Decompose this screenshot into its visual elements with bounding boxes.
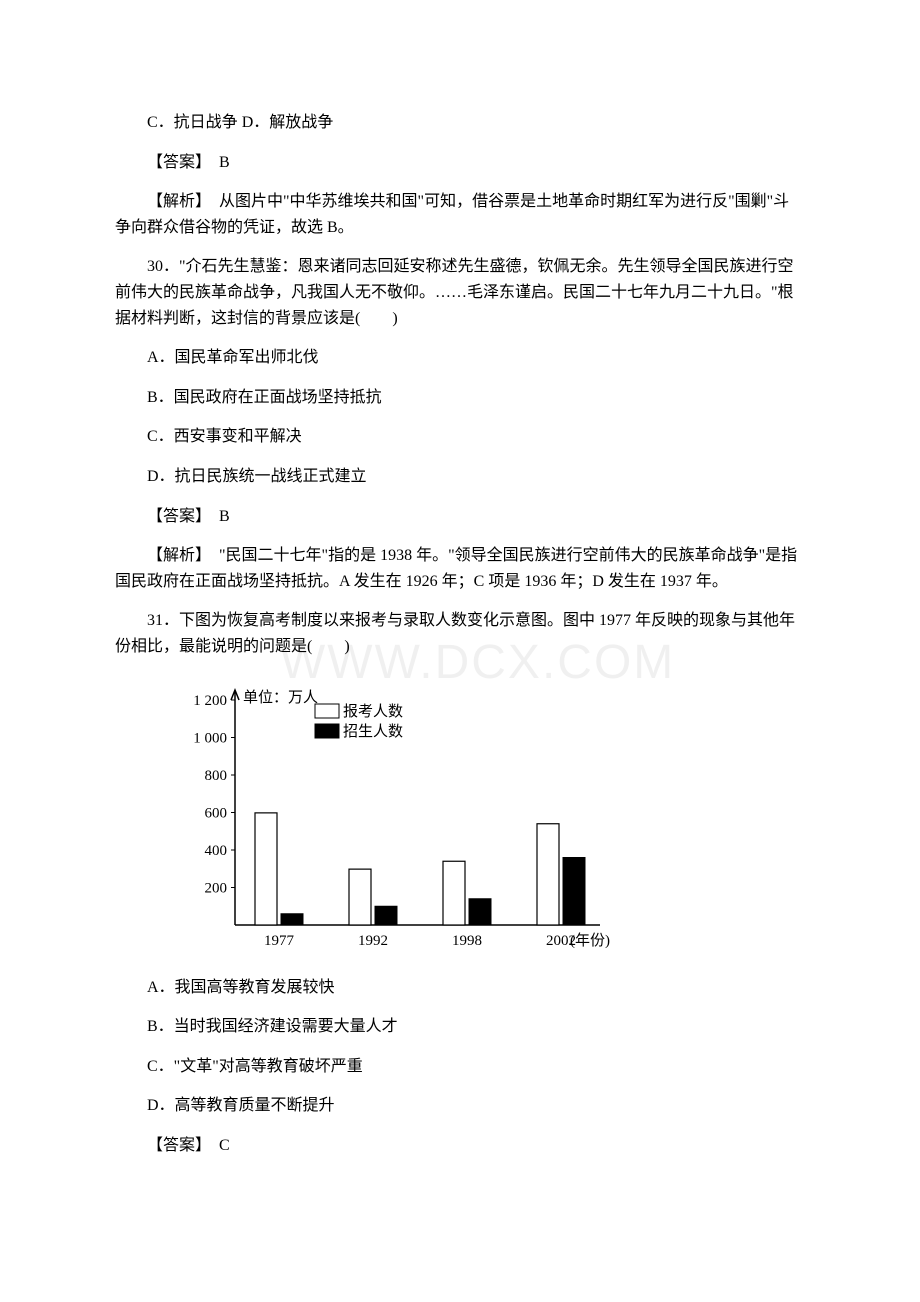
q31-answer: 【答案】 C — [115, 1133, 805, 1159]
q31-option-a: A．我国高等教育发展较快 — [115, 975, 805, 1001]
q31-chart: 200 400 600 800 1 000 1 200 单位：万人报考人数招生人数 1977 1… — [165, 680, 805, 955]
q31-option-b: B．当时我国经济建设需要大量人才 — [115, 1014, 805, 1040]
q31-option-d: D．高等教育质量不断提升 — [115, 1093, 805, 1119]
document-body: C．抗日战争 D．解放战争 【答案】 B 【解析】 从图片中"中华苏维埃共和国"… — [115, 110, 805, 1158]
svg-text:1977: 1977 — [264, 933, 295, 949]
q30-option-d: D．抗日民族统一战线正式建立 — [115, 464, 805, 490]
svg-text:1 000: 1 000 — [193, 730, 227, 746]
q30-analysis: 【解析】 "民国二十七年"指的是 1938 年。"领导全国民族进行空前伟大的民族… — [115, 543, 805, 594]
q29-analysis: 【解析】 从图片中"中华苏维埃共和国"可知，借谷票是土地革命时期红军为进行反"围… — [115, 189, 805, 240]
svg-text:(年份): (年份) — [570, 932, 610, 949]
q29-options-cd: C．抗日战争 D．解放战争 — [115, 110, 805, 136]
svg-text:报考人数: 报考人数 — [343, 703, 403, 720]
q30-answer: 【答案】 B — [115, 504, 805, 530]
q30-option-a: A．国民革命军出师北伐 — [115, 345, 805, 371]
svg-text:招生人数: 招生人数 — [343, 723, 403, 740]
q30-option-b: B．国民政府在正面战场坚持抵抗 — [115, 385, 805, 411]
svg-text:1992: 1992 — [358, 933, 388, 949]
svg-text:200: 200 — [205, 880, 228, 896]
q30-option-c: C．西安事变和平解决 — [115, 424, 805, 450]
svg-text:400: 400 — [205, 843, 228, 859]
svg-text:1998: 1998 — [452, 933, 482, 949]
svg-text:600: 600 — [205, 805, 228, 821]
q30-stem: 30．"介石先生慧鉴：恩来诸同志回延安称述先生盛德，钦佩无余。先生领导全国民族进… — [115, 254, 805, 331]
q29-answer: 【答案】 B — [115, 150, 805, 176]
svg-text:800: 800 — [205, 768, 228, 784]
svg-text:单位：万人: 单位：万人 — [243, 689, 318, 706]
svg-text:1 200: 1 200 — [193, 693, 227, 709]
q31-option-c: C．"文革"对高等教育破坏严重 — [115, 1054, 805, 1080]
bar-chart-svg: 200 400 600 800 1 000 1 200 单位：万人报考人数招生人数 1977 1… — [165, 680, 615, 955]
q29-option-c: C．抗日战争 — [147, 114, 238, 131]
q31-stem: 31．下图为恢复高考制度以来报考与录取人数变化示意图。图中 1977 年反映的现… — [115, 608, 805, 659]
q29-option-d: D．解放战争 — [242, 114, 334, 131]
